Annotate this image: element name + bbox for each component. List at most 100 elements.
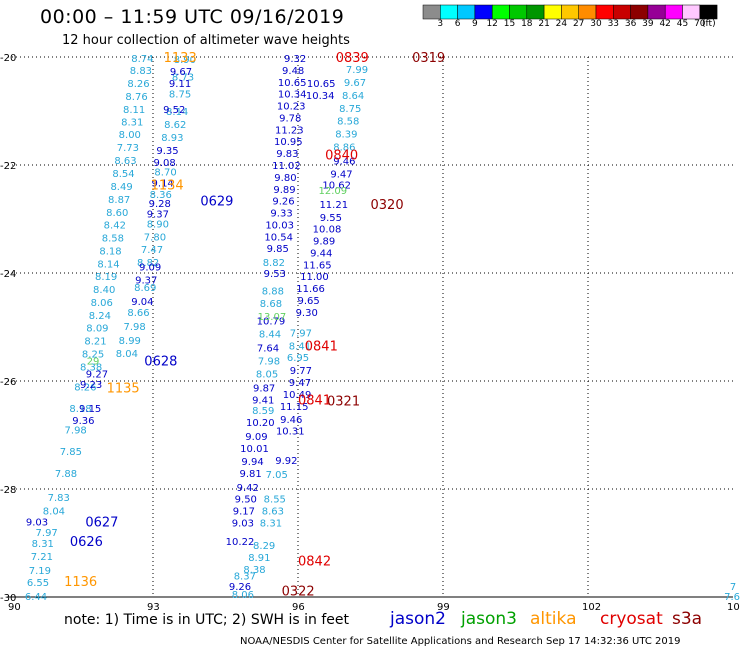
wave-height-value: 9.81: [240, 469, 262, 480]
legend-altika: altika: [530, 609, 577, 629]
wave-height-value: 8.60: [106, 208, 128, 219]
wave-height-value: 8.18: [69, 404, 91, 415]
wave-height-value: 10.49: [283, 390, 312, 401]
wave-height-value: 12.09: [318, 186, 347, 197]
wave-height-value: 9.47: [289, 378, 311, 389]
wave-height-value: 6.44: [25, 592, 47, 603]
wave-height-value: 9.17: [233, 507, 255, 518]
track-time-label: 1134: [151, 179, 184, 194]
wave-height-value: 9.42: [237, 483, 259, 494]
colorbar-unit: (ft): [702, 19, 716, 29]
wave-height-value: 7.6: [724, 592, 740, 603]
wave-height-value: 7.05: [266, 470, 288, 481]
wave-height-value: 10.54: [264, 232, 293, 243]
wave-height-value: 8.04: [116, 349, 138, 360]
x-tick-label: 96: [292, 602, 305, 613]
colorbar-tick-label: 3: [437, 19, 444, 29]
wave-height-value: 11.65: [303, 260, 332, 271]
wave-height-value: 8.83: [130, 66, 152, 77]
colorbar-swatch: [664, 4, 683, 20]
wave-height-value: 8.87: [108, 195, 130, 206]
wave-height-value: 9.11: [169, 79, 191, 90]
colorbar-tick-label: 39: [642, 19, 654, 29]
wave-height-value: 7.98: [124, 322, 146, 333]
x-tick-label: 102: [582, 602, 601, 613]
wave-height-value: 7.21: [31, 552, 53, 563]
wave-height-value: 8.75: [339, 104, 361, 115]
wave-height-value: 9.36: [72, 416, 94, 427]
wave-height-value: 8.58: [337, 117, 359, 128]
track-time-label: 0842: [298, 554, 331, 569]
colorbar-swatch: [491, 4, 510, 20]
page-subtitle: 12 hour collection of altimeter wave hei…: [62, 33, 350, 48]
wave-height-value: 10.01: [240, 444, 269, 455]
colorbar-swatch: [474, 4, 493, 20]
wave-height-value: 9.15: [79, 404, 101, 415]
wave-height-value: 8.62: [164, 120, 186, 131]
colorbar-swatch: [440, 4, 458, 20]
wave-height-value: 11.66: [296, 284, 325, 295]
wave-height-value: 9.55: [320, 213, 342, 224]
track-time-label: 0626: [70, 535, 103, 550]
wave-height-value: 8.88: [262, 286, 284, 297]
wave-height-value: 7.97: [290, 328, 312, 339]
wave-height-value: 8.99: [119, 336, 141, 347]
wave-height-value: 9.26: [272, 197, 294, 208]
wave-height-value: 10.03: [265, 220, 294, 231]
colorbar-tick-label: 70: [694, 19, 706, 29]
wave-height-value: 9.04: [131, 297, 153, 308]
wave-height-value: 8.37: [234, 571, 256, 582]
wave-height-value: 8.86: [333, 143, 355, 154]
wave-height-value: 8.31: [121, 117, 143, 128]
wave-height-value: 9.37: [147, 210, 169, 221]
track-time-label: 0627: [85, 515, 118, 530]
wave-height-value: 9.85: [267, 244, 289, 255]
track-time-label: 0319: [412, 51, 445, 66]
wave-height-value: 9.30: [296, 308, 318, 319]
track-time-label: 0841: [305, 339, 338, 354]
wave-height-value: 11.00: [300, 272, 329, 283]
wave-height-value: 8.29: [253, 541, 275, 552]
wave-height-value: 8.58: [102, 233, 124, 244]
y-tick-label: -22: [0, 161, 16, 172]
wave-height-value: 8.24: [89, 311, 111, 322]
wave-height-value: 8.42: [104, 220, 126, 231]
wave-height-value: 8.11: [123, 105, 145, 116]
colorbar-tick-label: 36: [624, 19, 637, 29]
y-tick-label: -24: [0, 269, 16, 280]
wave-height-value: 9.65: [298, 296, 320, 307]
wave-height-value: 10.34: [278, 90, 307, 101]
wave-height-value: 8.40: [93, 285, 115, 296]
wave-height-value: 8.36: [150, 190, 172, 201]
track-time-label: 0629: [200, 195, 233, 210]
wave-height-value: 8.90: [147, 219, 169, 230]
colorbar-swatch: [682, 4, 701, 20]
wave-height-value: 8.69: [134, 283, 156, 294]
track-time-label: 1136: [64, 575, 97, 590]
wave-height-value: 10.08: [313, 225, 342, 236]
wave-height-value: 7.73: [117, 143, 139, 154]
wave-height-value: 6.95: [287, 353, 309, 364]
wave-height-value: 9.32: [284, 54, 306, 65]
wave-height-value: 9.14: [152, 178, 174, 189]
footer-credit: NOAA/NESDIS Center for Satellite Applica…: [240, 636, 681, 647]
wave-height-value: 8.91: [248, 553, 270, 564]
footer-note: note: 1) Time is in UTC; 2) SWH is in fe…: [64, 612, 350, 628]
wave-height-value: 8.06: [91, 298, 113, 309]
legend-jason2: jason2: [390, 609, 446, 629]
wave-height-value: 7.80: [144, 232, 166, 243]
wave-height-value: 8.09: [86, 324, 108, 335]
y-tick-label: -20: [0, 53, 16, 64]
wave-height-value: 8.44: [259, 329, 281, 340]
colorbar-tick-label: 33: [607, 19, 620, 29]
wave-height-value: 7.98: [65, 426, 87, 437]
wave-height-value: 8.64: [342, 91, 364, 102]
wave-height-value: 9.09: [139, 263, 161, 274]
wave-height-value: 8.66: [127, 308, 149, 319]
wave-height-value: 10.34: [306, 91, 335, 102]
wave-height-value: 7.85: [60, 447, 82, 458]
wave-height-value: 8.90: [174, 55, 196, 66]
wave-height-value: 9.94: [241, 457, 263, 468]
wave-height-value: 9.26: [229, 582, 251, 593]
legend-s3a: s3a: [672, 609, 703, 629]
